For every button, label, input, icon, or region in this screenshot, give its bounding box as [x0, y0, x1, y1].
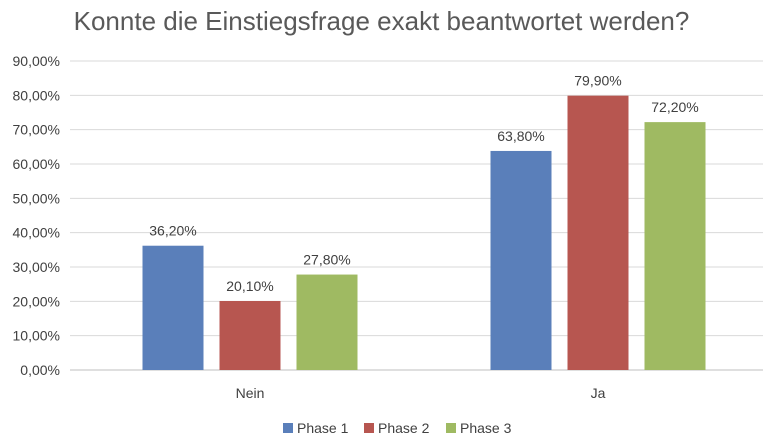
data-label: 20,10%	[226, 278, 273, 294]
bar-phase-3-ja	[644, 122, 706, 370]
y-tick-label: 70,00%	[13, 122, 60, 138]
legend: Phase 1 Phase 2 Phase 3	[283, 420, 512, 436]
bar-phase-1-nein	[142, 245, 204, 370]
data-label: 79,90%	[574, 73, 621, 89]
x-category-label: Ja	[591, 385, 606, 401]
bar-phase-1-ja	[490, 150, 552, 370]
legend-label: Phase 3	[460, 420, 512, 436]
bars	[142, 95, 706, 370]
legend-swatch-phase-3	[446, 423, 456, 433]
data-label: 72,20%	[651, 99, 698, 115]
x-category-label: Nein	[236, 385, 265, 401]
y-tick-label: 20,00%	[13, 293, 60, 309]
chart-title: Konnte die Einstiegsfrage exakt beantwor…	[73, 6, 690, 36]
legend-swatch-phase-1	[283, 423, 293, 433]
legend-label: Phase 1	[297, 420, 349, 436]
y-axis: 0,00% 10,00% 20,00% 30,00% 40,00% 50,00% 60,00…	[13, 53, 60, 378]
bar-phase-2-nein	[219, 300, 281, 370]
data-label: 36,20%	[149, 223, 196, 239]
y-tick-label: 30,00%	[13, 259, 60, 275]
bar-phase-2-ja	[567, 95, 629, 370]
bar-phase-3-nein	[296, 274, 358, 370]
y-tick-label: 50,00%	[13, 190, 60, 206]
legend-label: Phase 2	[378, 420, 430, 436]
y-tick-label: 90,00%	[13, 53, 60, 69]
legend-swatch-phase-2	[364, 423, 374, 433]
y-tick-label: 80,00%	[13, 87, 60, 103]
y-tick-label: 0,00%	[20, 362, 60, 378]
data-label: 27,80%	[303, 252, 350, 268]
data-label: 63,80%	[497, 128, 544, 144]
data-labels: 36,20% 20,10% 27,80% 63,80% 79,90% 72,20%	[149, 73, 698, 294]
y-tick-label: 40,00%	[13, 225, 60, 241]
y-tick-label: 10,00%	[13, 328, 60, 344]
y-tick-label: 60,00%	[13, 156, 60, 172]
x-axis: Nein Ja	[236, 385, 606, 401]
